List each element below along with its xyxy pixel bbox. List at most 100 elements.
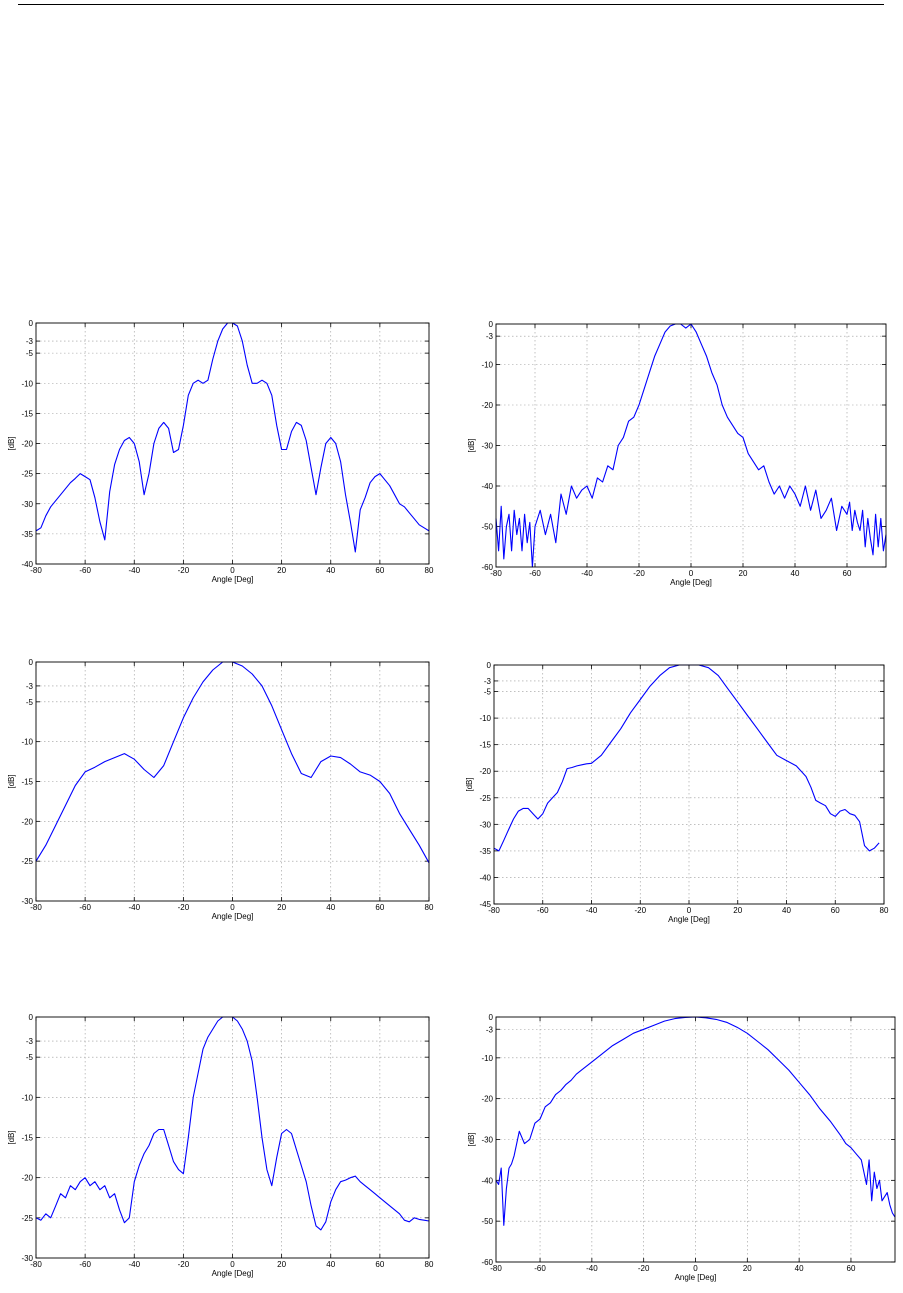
- x-tick-label: -40: [586, 906, 598, 915]
- y-tick-label: -30: [21, 500, 33, 509]
- y-tick-label: -3: [484, 677, 492, 686]
- y-axis-title: [dB]: [7, 774, 16, 788]
- x-tick-label: -80: [488, 906, 500, 915]
- y-tick-label: -20: [481, 1095, 493, 1104]
- y-tick-label: -35: [479, 847, 491, 856]
- plot-frame: [35, 661, 430, 902]
- y-tick-label: -50: [481, 523, 493, 532]
- x-tick-label: -60: [79, 903, 91, 912]
- y-tick-label: -25: [21, 1214, 33, 1223]
- y-tick-label: -5: [484, 688, 492, 697]
- x-tick-label: -40: [128, 903, 140, 912]
- x-tick-label: 40: [326, 566, 335, 575]
- chart-middle-left: -80 -60 -40 -20 0 20 40 60 80 0 -3 -5 -10 -15 -20 -25 -3…: [4, 653, 444, 931]
- y-axis-title: [dB]: [467, 1132, 476, 1146]
- x-tick-label: -60: [537, 906, 549, 915]
- y-tick-label: -40: [479, 873, 491, 882]
- y-axis-title: [dB]: [467, 438, 476, 452]
- x-tick-label: -20: [178, 566, 190, 575]
- plot-frame: [35, 1016, 430, 1259]
- x-tick-label: -60: [529, 569, 541, 578]
- x-tick-label: 0: [687, 906, 692, 915]
- y-tick-label: 0: [487, 661, 492, 670]
- x-tick-label: -80: [30, 1260, 42, 1269]
- x-tick-label: 20: [277, 903, 286, 912]
- x-tick-label: 40: [795, 1264, 804, 1273]
- x-tick-label: -60: [79, 566, 91, 575]
- y-tick-label: -10: [479, 714, 491, 723]
- y-axis-title: [dB]: [7, 436, 16, 450]
- y-tick-label: -10: [21, 738, 33, 747]
- y-tick-label: -15: [21, 778, 33, 787]
- series-line: [493, 664, 880, 852]
- y-tick-label: 0: [29, 658, 34, 667]
- x-tick-label: -20: [634, 906, 646, 915]
- page-header-rule: [18, 4, 884, 5]
- y-tick-label: -20: [21, 440, 33, 449]
- y-tick-label: -20: [21, 1174, 33, 1183]
- x-tick-label: 20: [277, 566, 286, 575]
- y-tick-label: -30: [481, 1136, 493, 1145]
- x-tick-label: 0: [230, 566, 235, 575]
- y-tick-label: -25: [21, 470, 33, 479]
- x-tick-label: 60: [831, 906, 840, 915]
- y-tick-label: -20: [479, 767, 491, 776]
- x-tick-label: 0: [693, 1264, 698, 1273]
- y-tick-label: -40: [21, 560, 33, 569]
- x-tick-label: -80: [490, 569, 502, 578]
- chart-bottom-right: -60 -40 -20 0 20 40 60 -80 0 -3 -10 -20 -30 -40 -50 -60…: [460, 1007, 900, 1290]
- x-tick-label: 20: [733, 906, 742, 915]
- x-tick-label: 60: [375, 903, 384, 912]
- y-tick-label: -15: [21, 409, 33, 418]
- y-tick-label: -5: [26, 698, 34, 707]
- x-axis-title: Angle [Deg]: [212, 575, 254, 584]
- x-tick-label: -40: [128, 1260, 140, 1269]
- x-tick-label: 40: [791, 569, 800, 578]
- plot-area: [494, 665, 884, 904]
- x-tick-label: 40: [326, 1260, 335, 1269]
- chart-top-right: -60 -40 -20 0 20 40 60 -80 0 -3 -10 -20 -30 -40 -50 -60…: [460, 314, 900, 598]
- plot-frame: [495, 323, 887, 568]
- x-axis-title: Angle [Deg]: [668, 915, 710, 924]
- chart-top-left: -80 -60 -40 -20 0 20 40 60 80 0 -3 -5 -10 -15 -20 -25 -3…: [4, 314, 444, 598]
- y-tick-label: -60: [481, 563, 493, 572]
- x-tick-label: 60: [375, 1260, 384, 1269]
- y-tick-label: -3: [26, 337, 34, 346]
- x-tick-label: -40: [581, 569, 593, 578]
- plot-frame: [493, 664, 885, 905]
- y-tick-label: -20: [21, 817, 33, 826]
- x-tick-label: 40: [782, 906, 791, 915]
- x-tick-label: -40: [586, 1264, 598, 1273]
- y-tick-label: -10: [481, 361, 493, 370]
- chart-middle-right: -80 -60 -40 -20 0 20 40 60 80 0 -3 -5 -10 -15 -20 -25 -3…: [460, 655, 900, 931]
- y-tick-label: 0: [29, 1013, 34, 1022]
- x-tick-label: -20: [178, 903, 190, 912]
- x-tick-label: 0: [230, 903, 235, 912]
- y-tick-label: -25: [21, 857, 33, 866]
- y-tick-label: -5: [26, 349, 34, 358]
- y-tick-label: -10: [481, 1054, 493, 1063]
- x-tick-label: -20: [638, 1264, 650, 1273]
- x-tick-label: 80: [425, 566, 434, 575]
- y-tick-label: -3: [486, 332, 494, 341]
- x-tick-label: 60: [375, 566, 384, 575]
- x-tick-label: -20: [178, 1260, 190, 1269]
- y-tick-label: -30: [21, 1254, 33, 1263]
- x-tick-label: 80: [425, 903, 434, 912]
- x-tick-label: -80: [30, 566, 42, 575]
- x-tick-label: 40: [326, 903, 335, 912]
- y-tick-label: -15: [21, 1134, 33, 1143]
- x-tick-label: 80: [425, 1260, 434, 1269]
- y-tick-label: -10: [21, 1093, 33, 1102]
- x-tick-label: -80: [490, 1264, 502, 1273]
- y-axis-title: [dB]: [7, 1130, 16, 1144]
- x-tick-label: 20: [277, 1260, 286, 1269]
- y-tick-label: -3: [26, 1037, 34, 1046]
- x-tick-label: 60: [847, 1264, 856, 1273]
- y-tick-label: -25: [479, 794, 491, 803]
- y-tick-label: -40: [481, 1176, 493, 1185]
- y-tick-label: -50: [481, 1217, 493, 1226]
- y-tick-label: -5: [26, 1053, 34, 1062]
- x-axis-title: Angle [Deg]: [670, 578, 712, 587]
- x-tick-label: -20: [633, 569, 645, 578]
